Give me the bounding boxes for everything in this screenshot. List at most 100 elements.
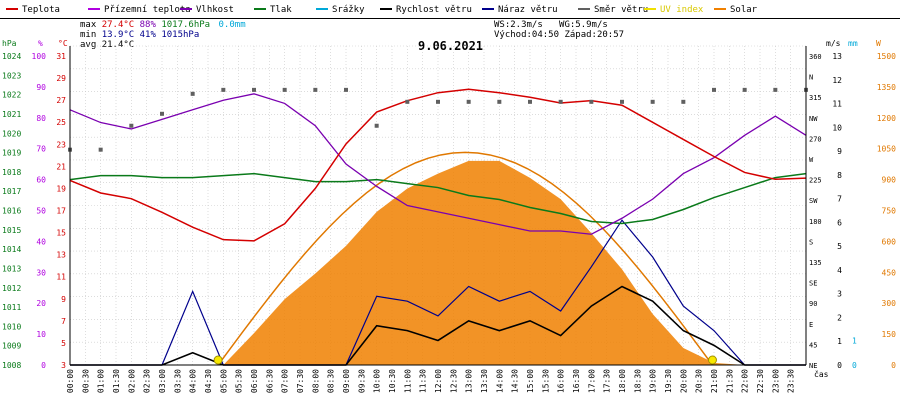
x-tick-label: 22:00 xyxy=(741,369,750,393)
x-tick-label: 20:30 xyxy=(695,369,704,393)
x-tick-label: 15:30 xyxy=(541,369,550,393)
hpa-tick: 1022 xyxy=(2,91,21,100)
w-tick: 300 xyxy=(882,299,897,308)
wind-dir-point xyxy=(650,99,655,104)
dir-tick: SW xyxy=(809,197,818,205)
legend-label-6: Náraz větru xyxy=(498,5,558,15)
stats-avg-temp: 21.4°C xyxy=(101,40,135,50)
w-tick: 1050 xyxy=(877,145,896,154)
stats-min-temp: 13.9°C xyxy=(101,30,135,40)
stats-min-label: min xyxy=(80,30,97,40)
wind-dir-point xyxy=(344,87,348,92)
x-tick-label: 00:00 xyxy=(66,369,75,393)
x-tick-label: 18:00 xyxy=(618,369,627,393)
x-tick-label: 06:30 xyxy=(265,369,274,393)
x-tick-label: 23:30 xyxy=(787,369,796,393)
x-tick-label: 20:00 xyxy=(679,369,688,393)
legend-label-3: Tlak xyxy=(270,5,292,15)
pct-tick: 0 xyxy=(41,361,46,370)
pct-tick: 50 xyxy=(36,207,46,216)
pct-tick: 80 xyxy=(36,114,46,123)
x-tick-label: 21:00 xyxy=(710,369,719,393)
wind-dir-point xyxy=(436,99,440,104)
gust-line xyxy=(70,219,806,366)
wind-dir-point xyxy=(773,87,778,92)
sunset-marker xyxy=(707,355,717,365)
dir-tick: 180 xyxy=(809,218,822,226)
hpa-tick: 1023 xyxy=(2,71,21,80)
ms-tick: 10 xyxy=(832,123,842,132)
c-tick: 17 xyxy=(56,207,66,216)
ms-tick: 1 xyxy=(837,337,842,346)
hpa-tick: 1010 xyxy=(2,322,21,331)
x-tick-label: 09:30 xyxy=(357,369,366,393)
pct-tick: 90 xyxy=(36,83,46,92)
x-tick-label: 08:30 xyxy=(327,369,336,393)
stats-max-hum: 88% xyxy=(139,20,156,30)
wind-dir-point xyxy=(620,99,624,104)
hpa-tick: 1024 xyxy=(2,52,21,61)
wind-dir-point xyxy=(712,87,716,92)
x-tick-label: 12:30 xyxy=(449,369,458,393)
stats-sunset: Západ:20:57 xyxy=(564,30,625,40)
pct-tick: 70 xyxy=(36,145,46,154)
wind-dir-point xyxy=(98,147,103,152)
dir-tick: 360 xyxy=(809,53,822,61)
dir-tick: 270 xyxy=(809,135,822,143)
legend-label-9: Solar xyxy=(730,5,758,15)
stats-block: max 27.4°C 88% 1017.6hPa 0.0mm min 13.9°… xyxy=(80,20,246,50)
dir-tick: 135 xyxy=(809,259,822,267)
x-tick-label: 03:00 xyxy=(158,369,167,393)
legend-label-7: Směr větru xyxy=(594,5,648,15)
pressure-line xyxy=(69,172,807,225)
stats-avg-row: avg 21.4°C xyxy=(80,40,246,50)
c-tick: 29 xyxy=(56,74,66,83)
hpa-unit: hPa xyxy=(2,39,17,48)
c-tick: 31 xyxy=(56,52,66,61)
w-unit: W xyxy=(876,39,881,48)
c-tick: 15 xyxy=(56,229,66,238)
legend-label-8: UV index xyxy=(660,5,704,15)
dir-tick: 45 xyxy=(809,341,817,349)
w-tick: 750 xyxy=(882,207,897,216)
legend: Teplota Přízemní teplota Vlhkost Tlak Srážky… xyxy=(6,5,758,15)
c-tick: 13 xyxy=(56,251,66,260)
ms-tick: 3 xyxy=(837,290,842,299)
dir-tick: NE xyxy=(809,362,817,370)
wind-dir-point xyxy=(160,111,164,116)
c-tick: 5 xyxy=(61,339,66,348)
stats-min-row: min 13.9°C 41% 1015hPa xyxy=(80,30,246,40)
sunrise-marker xyxy=(213,355,223,365)
x-tick-label: 02:00 xyxy=(127,369,136,393)
wind-dir-point xyxy=(221,87,226,92)
mm-tick: 0 xyxy=(852,361,857,370)
x-tick-label: 10:30 xyxy=(388,369,397,393)
c-unit: °C xyxy=(58,39,68,48)
wind-dir-point xyxy=(68,147,72,152)
ms-tick: 9 xyxy=(837,147,842,156)
dir-tick: 90 xyxy=(809,300,817,308)
legend-label-4: Srážky xyxy=(332,5,365,15)
pct-tick: 100 xyxy=(32,52,47,61)
solar-theoretical-line xyxy=(217,151,714,366)
x-tick-label: 00:30 xyxy=(81,369,90,393)
ms-tick: 13 xyxy=(832,52,842,61)
x-tick-label: 09:00 xyxy=(342,369,351,393)
pct-tick: 30 xyxy=(36,268,46,277)
x-tick-label: 13:30 xyxy=(480,369,489,393)
x-tick-label: 12:00 xyxy=(434,369,443,393)
dir-tick: SE xyxy=(809,280,817,288)
w-tick: 1500 xyxy=(877,52,896,61)
legend-label-0: Teplota xyxy=(22,5,60,15)
x-axis-label: čas xyxy=(814,369,829,379)
x-tick-label: 19:00 xyxy=(649,369,658,393)
stats-rain: 0.0mm xyxy=(218,20,246,30)
wind-sun-block: WS:2.3m/s WG:5.9m/s Východ:04:50 Západ:2… xyxy=(494,20,624,40)
temperature-line xyxy=(69,88,807,242)
solar-area xyxy=(70,160,806,365)
hpa-tick: 1011 xyxy=(2,303,21,312)
x-tick-label: 19:30 xyxy=(664,369,673,393)
wind-speed-line xyxy=(70,285,806,366)
wind-dir-point xyxy=(742,87,747,92)
hpa-tick: 1013 xyxy=(2,264,21,273)
